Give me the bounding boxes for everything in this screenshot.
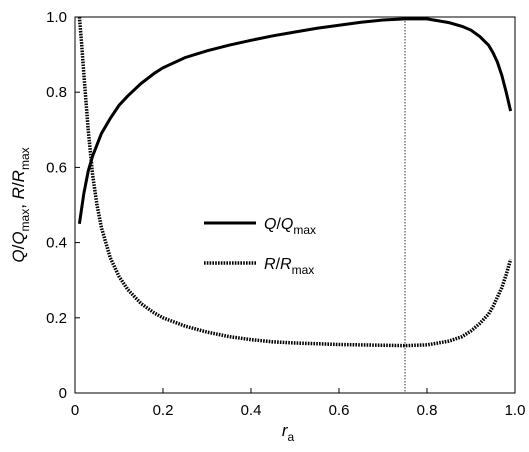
y-axis: 0 0.2 0.4 0.6 0.8 1.0 <box>46 9 80 402</box>
x-tick-label: 0.2 <box>153 402 174 419</box>
x-axis-title: ra <box>282 421 295 444</box>
plot-area-frame <box>74 16 516 394</box>
y-tick-label: 0.6 <box>46 159 67 176</box>
legend-label-r: R/Rmax <box>264 256 314 277</box>
series-line-q <box>77 17 513 225</box>
x-tick-label: 0 <box>71 402 79 419</box>
x-tick-label: 0.4 <box>241 402 262 419</box>
legend-label-q: Q/Qmax <box>264 216 316 237</box>
y-tick-label: 0 <box>59 385 67 402</box>
x-tick-label: 0.6 <box>329 402 350 419</box>
x-tick-label: 1.0 <box>505 402 526 419</box>
x-axis: 0 0.2 0.4 0.6 0.8 1.0 <box>71 388 526 419</box>
y-tick-label: 0.8 <box>46 84 67 101</box>
y-tick-label: 1.0 <box>46 9 67 26</box>
y-tick-label: 0.2 <box>46 310 67 327</box>
y-axis-title: Q/Qmax, R/Rmax <box>9 147 32 262</box>
y-tick-label: 0.4 <box>46 235 67 252</box>
series-line-r <box>77 16 513 348</box>
legend: Q/Qmax R/Rmax <box>204 216 316 277</box>
x-tick-label: 0.8 <box>417 402 438 419</box>
